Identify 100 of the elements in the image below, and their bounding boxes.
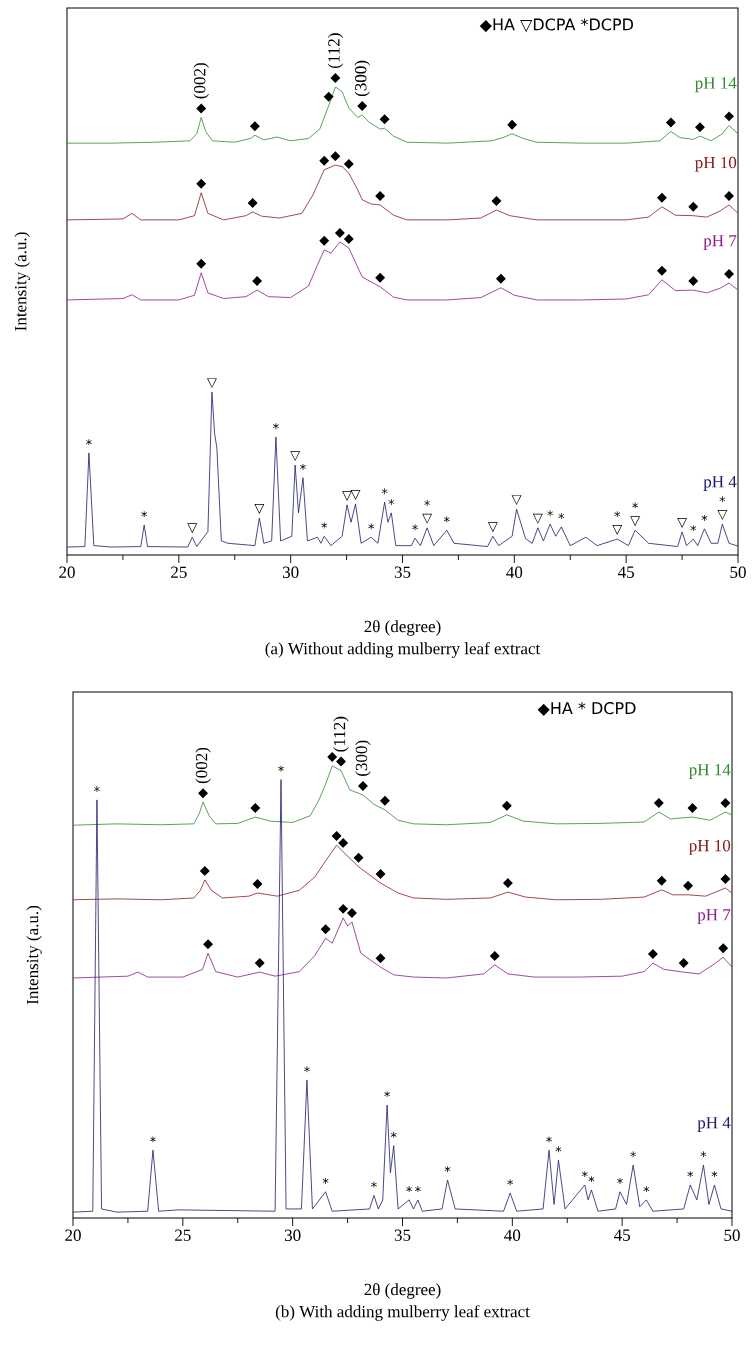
annotation: ◆ [502,878,513,889]
annotation: * [443,516,450,523]
text: pH 14 [695,77,737,93]
annotation: * [415,1186,421,1193]
annotation: * [321,522,328,529]
annotation: ◆ [198,788,208,799]
annotation: ▽ [677,518,688,529]
annotation: * [390,1131,397,1138]
annotation: ◆ [196,258,207,269]
annotation: ◆ [720,874,731,885]
series-label: pH 4 [697,1117,731,1132]
text: (b) With adding mulberry leaf extract [275,1305,530,1321]
annotation: * [384,1091,390,1098]
annotation: ◆ [683,880,694,891]
annotation: ◆ [247,197,258,208]
annotation: ◆ [507,119,518,130]
annotation: (300) [355,740,371,776]
annotation: * [371,1181,377,1188]
annotation: ◆ [688,276,699,287]
annotation: ▽ [422,513,433,524]
annotation: ▽ [532,513,543,524]
annotation: ▽ [717,510,728,521]
annotation: * [588,1176,595,1183]
annotation: ◆ [724,111,735,122]
annotation: ◆ [688,201,699,212]
annotation: ◆ [357,780,368,791]
annotation: ◆ [665,117,676,128]
series-label: pH 10 [689,839,731,855]
x-tick-label: 35 [394,566,411,578]
annotation: ◆ [695,122,705,133]
annotation: ◆ [724,269,735,280]
x-tick-label: 50 [724,1229,740,1242]
annotation: ◆ [357,101,368,112]
annotation: * [632,502,638,509]
annotation: * [507,1179,513,1186]
annotation: * [388,499,395,505]
annotation: (300) [354,60,370,97]
annotation: * [700,1151,707,1158]
annotation: * [322,1177,329,1184]
annotation: ◆ [495,273,506,284]
annotation: * [278,765,284,772]
annotation: * [300,463,306,470]
annotation: ◆ [687,803,698,814]
annotation: ◆ [319,235,330,246]
annotation: ▽ [511,495,522,506]
annotation: * [630,1151,637,1158]
x-tick-label: 30 [282,566,299,578]
annotation: * [547,510,553,517]
annotation: ◆ [720,798,731,809]
annotation: ◆ [379,114,390,125]
annotation: ▽ [290,451,301,462]
annotation: ▽ [342,490,352,501]
annotation: ◆ [254,958,265,969]
annotation: ◆ [343,234,354,244]
annotation: * [687,1171,694,1178]
annotation: (112) [333,716,349,752]
y-axis-title: Intensity (a.u.) [26,905,42,1005]
annotation: ◆ [199,865,210,876]
text: (a) Without adding mulberry leaf extract [265,642,541,658]
series-label: pH 14 [689,764,731,779]
annotation: * [555,1146,562,1153]
annotation: ◆ [678,958,689,969]
annotation: * [711,1171,718,1178]
annotation: ◆ [330,73,341,83]
annotation: ◆ [203,939,214,950]
x-tick-label: 50 [730,566,746,578]
annotation: * [617,1177,623,1184]
annotation: ◆ [375,190,386,201]
annotation: * [94,786,100,792]
annotation: ◆ [327,752,338,762]
annotation: ◆ [489,950,500,961]
annotation: ◆ [375,953,386,964]
annotation: ◆ [375,272,386,283]
annotation: * [141,511,148,518]
x-axis-title: 2θ (degree) [364,620,441,636]
annotation: ◆ [196,178,207,189]
annotation: ◆ [656,192,667,203]
annotation: * [424,500,430,506]
annotation: ▽ [487,522,498,533]
annotation: ◆ [656,265,667,276]
annotation: (112) [327,33,344,69]
x-tick-label: 45 [618,566,635,578]
annotation: ◆ [252,276,263,287]
x-axis-title: 2θ (degree) [364,1283,441,1299]
annotation: ◆ [336,756,346,767]
annotation: * [406,1186,412,1193]
annotation: * [368,523,375,530]
annotation: * [381,488,388,495]
annotation: ▽ [350,490,361,500]
annotation: ◆ [501,800,512,811]
x-tick-label: 20 [65,1229,81,1242]
annotation: ▽ [187,523,198,534]
annotation: ◆ [338,903,349,914]
y-axis-title: Intensity (a.u.) [14,232,30,331]
annotation: * [273,423,279,430]
annotation: * [412,524,418,531]
annotation: ◆ [375,869,386,880]
annotation: ◆ [724,190,735,201]
annotation: ▽ [612,525,623,536]
text: ◆HA ▽DCPA *DCPD [479,18,633,33]
